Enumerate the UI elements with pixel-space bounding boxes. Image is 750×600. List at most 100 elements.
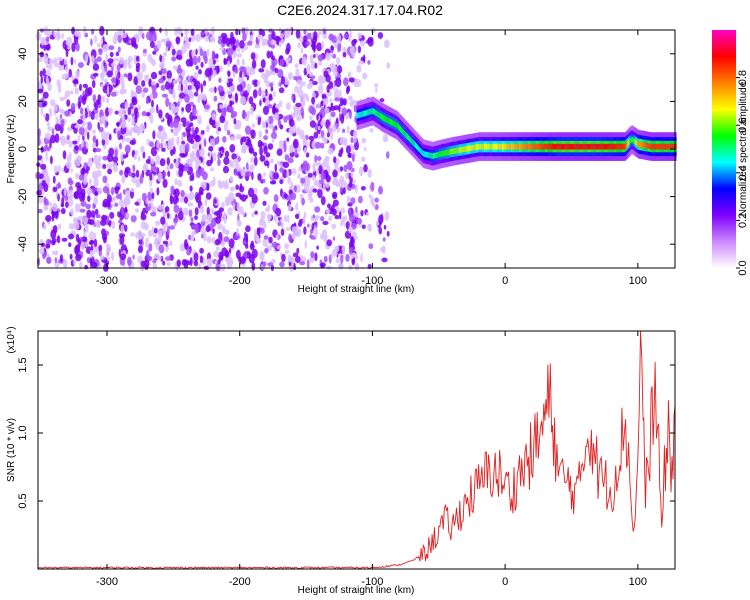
spectrogram-cell <box>330 102 334 108</box>
spectrogram-ridge-cell <box>430 152 433 159</box>
spectrogram-ridge-cell <box>424 151 426 157</box>
spectrogram-ridge-cell <box>360 111 363 118</box>
spectrogram-cell <box>306 63 311 74</box>
spectrogram-cell <box>227 60 231 68</box>
spectrogram-ridge-cell <box>392 120 395 126</box>
spectrogram-ridge-cell <box>445 150 448 156</box>
spectrogram-cell <box>95 160 102 170</box>
spectrogram-ridge-cell <box>410 137 413 144</box>
spectrogram-ridge-cell <box>384 115 386 122</box>
spectrogram-ridge-cell <box>447 149 450 156</box>
spectrogram-cell <box>268 115 273 125</box>
spectrogram-cell <box>74 203 81 213</box>
spectrogram-ridge-cell <box>420 148 422 154</box>
spectrogram-cell <box>288 233 292 243</box>
spectrogram-cell <box>184 239 188 248</box>
spectrogram-cell <box>122 154 127 159</box>
spectrogram-ridge-cell <box>427 152 430 158</box>
spectrogram-cell <box>180 83 184 92</box>
spectrogram-cell <box>173 118 180 124</box>
spectrogram-cell <box>148 78 152 88</box>
spectrogram-cell <box>118 56 125 65</box>
spectrogram-cell <box>244 125 252 135</box>
spectrogram-cell <box>48 107 53 118</box>
spectrogram-cell <box>360 186 366 191</box>
x-tick-label: -100 <box>361 576 383 588</box>
spectrogram-cell <box>37 57 43 63</box>
spectrogram-cell <box>180 190 185 197</box>
spectrogram-cell <box>313 179 320 187</box>
spectrogram-cell <box>167 170 171 177</box>
spectrogram-cell <box>378 185 383 195</box>
spectrogram-cell <box>295 68 300 77</box>
spectrogram-cell <box>102 44 109 52</box>
spectrogram-ridge-cell <box>521 143 523 150</box>
spectrogram-cell <box>179 243 186 252</box>
spectrogram-ridge-cell <box>486 143 488 150</box>
spectrogram-cell <box>118 107 125 118</box>
spectrogram-cell <box>199 93 205 101</box>
spectrogram-cell <box>60 118 65 128</box>
spectrogram-cell <box>123 59 128 70</box>
spectrogram-cell <box>300 47 304 54</box>
spectrogram-cell <box>53 31 58 38</box>
spectrogram-cell <box>83 140 87 150</box>
spectrogram-cell <box>65 139 72 145</box>
spectrogram-cell <box>37 208 43 214</box>
spectrogram-cell <box>204 55 208 64</box>
spectrogram-ridge-cell <box>586 143 589 150</box>
spectrogram-cell <box>314 252 318 262</box>
spectrogram-cell <box>88 231 95 241</box>
spectrogram-ridge-cell <box>402 128 404 135</box>
spectrogram-cell <box>63 186 67 197</box>
spectrogram-cell <box>318 75 324 86</box>
spectrogram-ridge-cell <box>413 141 416 147</box>
spectrogram-cell <box>68 223 75 230</box>
spectrogram-cell <box>367 60 371 65</box>
spectrogram-cell <box>172 127 179 137</box>
spectrogram-cell <box>79 261 83 270</box>
spectrogram-cell <box>77 62 84 68</box>
spectrogram-cell <box>314 215 320 219</box>
spectrogram-cell <box>67 180 74 186</box>
spectrogram-ridge-cell <box>515 143 518 150</box>
spectrogram-ridge-cell <box>520 143 522 150</box>
spectrogram-cell <box>211 50 215 61</box>
spectrogram-cell <box>108 220 112 227</box>
spectrogram-cell <box>147 191 153 201</box>
spectrogram-cell <box>56 33 61 40</box>
spectrogram-cell <box>252 89 258 99</box>
spectrogram-cell <box>102 95 106 103</box>
spectrogram-ridge-cell <box>462 146 465 153</box>
spectrogram-cell <box>210 217 217 228</box>
spectrogram-cell <box>268 236 273 244</box>
spectrogram-ridge-cell <box>640 141 642 148</box>
spectrogram-ridge-cell <box>653 143 656 150</box>
spectrogram-cell <box>144 222 149 231</box>
spectrogram-cell <box>350 254 355 259</box>
spectrogram-cell <box>156 40 162 50</box>
spectrogram-cell <box>240 194 247 202</box>
spectrogram-cell <box>320 119 326 127</box>
spectrogram-ridge-cell <box>585 143 588 150</box>
spectrogram-cell <box>245 243 249 249</box>
snr-panel: -300 -200 -100 0 100 0.5 1.0 1.5 Height of str… <box>6 326 676 596</box>
spectrogram-ridge-cell <box>583 143 586 150</box>
spectrogram-cell <box>349 46 356 55</box>
spectrogram-cell <box>84 172 88 178</box>
spectrogram-cell <box>297 89 304 99</box>
spectrogram-cell <box>320 172 326 181</box>
spectrogram-cell <box>311 107 316 116</box>
spectrogram-cell <box>166 157 170 166</box>
spectrogram-ridge-cell <box>572 143 574 150</box>
spectrogram-cell <box>130 215 137 223</box>
spectrogram-cell <box>133 76 138 86</box>
spectrogram-ridge-cell <box>541 143 543 150</box>
spectrogram-cell <box>300 165 307 172</box>
spectrogram-cell <box>251 261 256 271</box>
spectrogram-cell <box>204 104 210 110</box>
spectrogram-cell <box>40 163 47 170</box>
spectrogram-cell <box>246 83 251 93</box>
spectrogram-ridge-cell <box>494 143 497 150</box>
